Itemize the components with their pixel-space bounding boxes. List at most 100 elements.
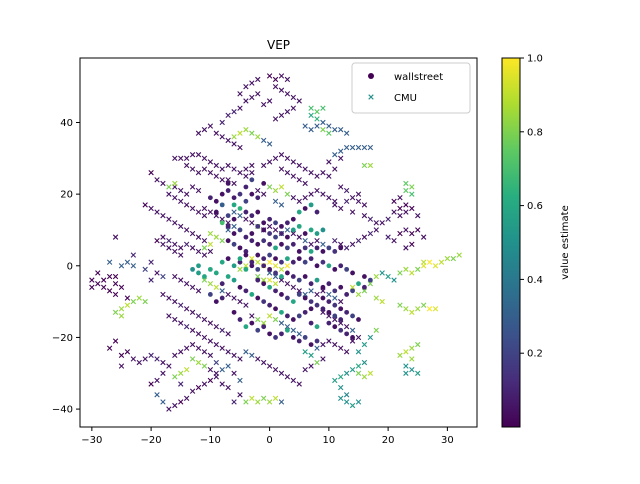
point-cmu	[189, 166, 196, 172]
point-cmu	[278, 112, 285, 119]
point-wallstreet	[332, 288, 338, 294]
point-cmu	[237, 392, 243, 398]
point-cmu	[178, 302, 184, 308]
x-tick-label: 10	[322, 435, 335, 446]
chart-title: VEP	[267, 38, 290, 52]
point-wallstreet	[219, 281, 225, 287]
point-cmu	[207, 366, 214, 373]
point-cmu	[296, 98, 302, 104]
point-wallstreet	[279, 241, 284, 247]
point-cmu	[101, 277, 107, 283]
point-cmu	[403, 306, 409, 312]
point-cmu	[266, 270, 273, 276]
legend-marker-wallstreet	[368, 73, 374, 79]
point-cmu	[166, 363, 172, 369]
point-cmu	[385, 273, 391, 280]
point-cmu	[355, 399, 362, 405]
colorbar-label: value estimate	[560, 205, 571, 280]
point-cmu	[296, 162, 302, 169]
point-cmu	[136, 295, 142, 301]
point-cmu	[361, 234, 368, 240]
point-wallstreet	[273, 245, 278, 251]
point-cmu	[207, 230, 214, 237]
point-cmu	[349, 284, 356, 290]
point-cmu	[255, 134, 261, 140]
point-wallstreet	[320, 259, 326, 265]
point-cmu	[272, 187, 279, 194]
point-wallstreet	[338, 306, 344, 312]
point-wallstreet	[213, 198, 219, 204]
point-wallstreet	[255, 252, 261, 258]
point-cmu	[420, 234, 427, 240]
point-cmu	[148, 381, 154, 387]
point-cmu	[178, 252, 184, 258]
point-cmu	[166, 238, 172, 244]
point-cmu	[201, 245, 208, 251]
point-cmu	[213, 370, 219, 376]
point-cmu	[148, 169, 154, 176]
point-cmu	[160, 273, 166, 280]
point-wallstreet	[231, 231, 237, 236]
point-cmu	[183, 345, 190, 351]
point-cmu	[172, 241, 178, 247]
point-cmu	[249, 352, 255, 359]
point-wallstreet	[237, 284, 243, 290]
point-cmu	[302, 195, 308, 201]
point-cmu	[195, 331, 202, 337]
point-wallstreet	[273, 270, 278, 276]
point-cmu	[397, 270, 403, 276]
point-wallstreet	[261, 281, 267, 287]
point-wallstreet	[267, 216, 273, 222]
point-wallstreet	[267, 241, 273, 247]
point-cmu	[338, 205, 344, 212]
point-cmu	[314, 109, 320, 115]
point-cmu	[213, 234, 219, 240]
point-cmu	[290, 284, 297, 290]
point-cmu	[207, 352, 214, 359]
point-cmu	[255, 259, 261, 265]
point-cmu	[189, 356, 196, 362]
point-cmu	[302, 166, 308, 172]
point-wallstreet	[219, 191, 225, 197]
point-cmu	[284, 227, 291, 233]
point-cmu	[332, 377, 338, 384]
point-cmu	[172, 316, 178, 323]
point-cmu	[332, 198, 338, 204]
point-cmu	[278, 320, 285, 326]
point-cmu	[255, 316, 261, 323]
point-cmu	[355, 291, 362, 298]
point-cmu	[130, 356, 137, 362]
point-cmu	[332, 152, 338, 158]
point-cmu	[255, 399, 261, 405]
point-wallstreet	[243, 324, 249, 330]
y-tick-label: −40	[52, 405, 73, 416]
point-cmu	[379, 220, 385, 226]
point-wallstreet	[243, 198, 249, 204]
point-cmu	[160, 180, 166, 187]
point-wallstreet	[243, 184, 249, 190]
point-cmu	[201, 205, 208, 212]
point-cmu	[178, 223, 184, 230]
point-cmu	[349, 195, 356, 201]
point-cmu	[142, 356, 148, 362]
point-cmu	[118, 263, 125, 269]
point-wallstreet	[219, 259, 225, 265]
point-wallstreet	[344, 331, 350, 337]
point-wallstreet	[284, 295, 290, 301]
point-wallstreet	[219, 295, 225, 301]
point-cmu	[278, 370, 285, 376]
point-cmu	[172, 273, 178, 280]
point-cmu	[343, 399, 350, 405]
point-wallstreet	[290, 335, 296, 340]
point-cmu	[278, 399, 285, 405]
point-cmu	[284, 169, 291, 176]
legend-label-wallstreet: wallstreet	[394, 72, 443, 83]
point-wallstreet	[332, 249, 338, 254]
point-wallstreet	[302, 259, 308, 265]
point-wallstreet	[279, 223, 284, 229]
point-cmu	[290, 230, 297, 237]
point-cmu	[308, 241, 314, 247]
point-wallstreet	[320, 249, 326, 254]
point-cmu	[225, 331, 231, 337]
point-cmu	[260, 162, 267, 169]
